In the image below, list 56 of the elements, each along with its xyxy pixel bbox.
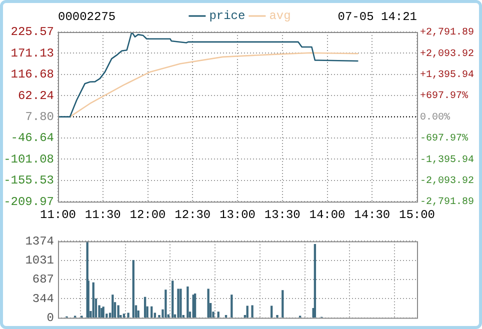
legend-label: price [209,9,246,24]
y-tick-label: -46.64 [10,131,54,146]
y-tick-label: 171.13 [10,46,54,60]
bar [122,314,126,318]
y-tick-label: -101.08 [4,152,54,166]
bar [177,288,180,318]
bar [230,294,233,318]
bar [172,280,174,318]
bar [132,260,134,318]
x-tick-label: 11:00 [40,208,76,222]
y-tick-label: 344 [32,292,54,306]
y2-tick-label: +2,093.92 [420,48,474,60]
bar [180,288,182,318]
bar [112,294,114,318]
bar [282,290,284,318]
x-tick-label: 14:00 [309,208,346,222]
y2-tick-label: 0.00% [420,112,450,124]
x-tick-label: 14:30 [354,208,390,222]
bar [150,306,153,318]
bar [186,286,189,318]
text: 07-05 14:21 [338,10,417,24]
bar [127,312,130,318]
y2-tick-label: -1,395.94 [420,154,474,166]
y2-tick-label: -2,791.89 [420,197,474,208]
y2-tick-label: +2,791.89 [420,28,474,39]
y-tick-label: 7.80 [25,110,54,124]
bar [117,305,120,318]
x-tick-label: 12:00 [130,208,166,222]
y-tick-label: 1031 [25,253,54,268]
bar [217,312,220,318]
y-tick-label: -209.97 [4,194,54,209]
x-tick-label: 15:00 [398,208,436,222]
bar [251,305,254,318]
y-tick-label: -155.53 [4,174,54,188]
y-tick-label: 225.57 [10,25,54,40]
legend-label: avg [269,9,291,24]
y-tick-label: 687 [32,272,54,287]
x-tick-label: 13:30 [264,208,300,222]
y2-tick-label: +1,395.94 [420,70,474,82]
bar [276,314,278,318]
y-tick-label: 116.68 [10,68,54,82]
y2-tick-label: -2,093.92 [420,176,474,188]
x-tick-label: 11:30 [84,208,121,222]
bar [164,290,167,318]
x-tick-label: 12:30 [174,208,211,222]
y-tick-label: 62.24 [18,88,54,103]
bar [314,244,316,318]
chart-title: 00002275 [58,10,116,24]
bar [207,288,210,318]
y-tick-label: 0 [46,310,54,325]
y2-tick-label: -697.97% [420,134,468,145]
y-tick-label: 1374 [25,234,54,248]
x-tick-label: 13:00 [219,208,256,222]
bar [144,296,146,318]
y2-tick-label: +697.97% [420,91,468,102]
bar [92,282,94,318]
